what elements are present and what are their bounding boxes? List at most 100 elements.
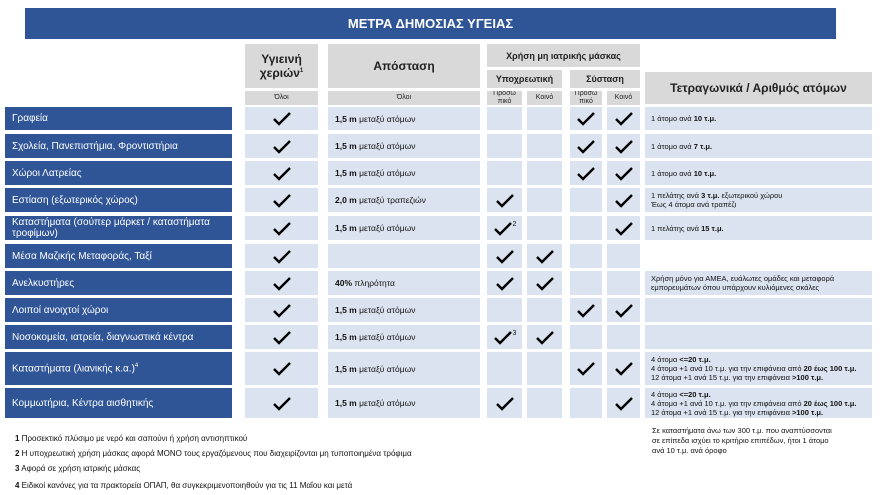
distance-value: 1,5 m <box>335 332 357 342</box>
area-cell: 1 πελάτης ανά 3 τ.μ. εξωτερικού χώρου Έως… <box>645 188 872 212</box>
header-cell: Σύσταση <box>570 70 640 88</box>
footnote-number: 1 <box>15 434 20 443</box>
area-line: 4 άτομα <=20 τ.μ. <box>651 355 856 364</box>
subheader-cell: Κοινό <box>527 91 562 105</box>
footnote-text: Ειδικοί κανόνες για τα πρακτορεία ΟΠΑΠ, … <box>19 481 353 490</box>
check-cell <box>245 188 318 212</box>
check-cell <box>527 325 562 349</box>
check-mark <box>272 276 291 291</box>
subheader-cell: Όλοι <box>245 91 318 105</box>
area-text: >100 τ.μ. <box>792 407 824 417</box>
area-line: 4 άτομα +1 ανά 10 τ.μ. για την επιφάνεια… <box>651 399 856 408</box>
check-cell <box>487 134 522 158</box>
row-label-text: Καταστήματα <box>12 217 71 228</box>
subheader-cell: Προσω πικό <box>570 91 602 105</box>
area-line: 4 άτομα +1 ανά 10 τ.μ. για την επιφάνεια… <box>651 364 856 373</box>
superscript: 1 <box>299 68 304 74</box>
subheader-text: Προσω πικό <box>493 91 516 105</box>
row-label: Καταστήματα (σούπερ μάρκετ / καταστήματα… <box>5 216 232 240</box>
check-cell <box>527 244 562 268</box>
check-cell <box>527 216 562 240</box>
subheader-text: Κοινό <box>535 94 554 101</box>
distance-cell: 1,5 m μεταξύ ατόμων <box>328 134 480 158</box>
area-text: 1 άτομο ανά <box>651 114 694 123</box>
header-cell: Τετραγωνικά / Αριθμός ατόμων <box>645 72 872 104</box>
check-mark <box>272 303 291 318</box>
header-text: Σύσταση <box>586 74 624 84</box>
distance-value: 1,5 m <box>335 305 357 315</box>
subheader-text: Κοινό <box>614 94 633 101</box>
distance-cell: 1,5 m μεταξύ ατόμων <box>328 388 480 418</box>
distance-text: μεταξύ ατόμων <box>356 398 416 408</box>
row-label-text: Ανελκυστήρες <box>12 277 75 289</box>
row-label: Χώροι Λατρείας <box>5 161 232 185</box>
check-mark <box>493 330 512 345</box>
footnote: 2 Η υποχρεωτική χρήση μάσκας αφορά ΜΟΝΟ … <box>15 449 615 460</box>
area-text: >100 τ.μ. <box>792 373 824 382</box>
area-text: 1 πελάτης ανά <box>651 191 702 200</box>
distance-text: μεταξύ τραπεζιών <box>356 195 426 205</box>
header-text: Υγιεινή χεριών <box>259 52 302 80</box>
subheader-text: Όλοι <box>396 94 412 101</box>
distance-value: 2,0 m <box>335 195 357 205</box>
header-cell: Απόσταση <box>328 44 480 88</box>
title: ΜΕΤΡΑ ΔΗΜΟΣΙΑΣ ΥΓΕΙΑΣ <box>25 8 836 39</box>
area-cell: 1 άτομο ανά 10 τ.μ. <box>645 107 872 130</box>
check-cell <box>607 107 640 130</box>
check-mark <box>272 193 291 208</box>
area-text: 15 τ.μ. <box>701 223 724 233</box>
footnote: 4 Ειδικοί κανόνες για τα πρακτορεία ΟΠΑΠ… <box>15 481 615 492</box>
area-text: εμπορευμάτων όπου υπάρχουν κυλιόμενες σκ… <box>651 283 820 292</box>
check-mark <box>614 112 633 126</box>
check-cell <box>527 188 562 212</box>
area-text: <=20 τ.μ. <box>679 389 711 399</box>
check-cell <box>527 161 562 185</box>
distance-cell: 40% πληρότητα <box>328 271 480 295</box>
distance-text: μεταξύ ατόμων <box>356 305 416 315</box>
side-note: σε επίπεδα ισχύει το κριτήριο επιπέδων, … <box>652 436 872 446</box>
area-text: 1 άτομο ανά <box>651 141 694 151</box>
row-label-note: (σούπερ μάρκετ / καταστήματα τροφίμων) <box>12 217 210 239</box>
row-label: Σχολεία, Πανεπιστήμια, Φροντιστήρια <box>5 134 232 158</box>
check-cell <box>487 271 522 295</box>
check-cell <box>527 107 562 130</box>
footnote-number: 2 <box>15 449 20 458</box>
footnote: 3 Αφορά σε χρήση ιατρικής μάσκας <box>15 464 615 475</box>
area-cell <box>645 325 872 349</box>
check-cell <box>570 188 602 212</box>
check-mark <box>577 166 595 181</box>
check-mark <box>272 362 291 376</box>
check-cell <box>570 107 602 130</box>
distance-text: μεταξύ ατόμων <box>356 168 416 178</box>
check-cell <box>570 388 602 418</box>
distance-cell: 2,0 m μεταξύ τραπεζιών <box>328 188 480 212</box>
check-mark <box>614 396 633 411</box>
side-note: ανά 10 τ.μ. ανά όροφο <box>652 446 872 456</box>
footnote-number: 3 <box>15 464 20 473</box>
header-text: Χρήση μη ιατρικής μάσκας <box>506 50 621 61</box>
area-text: 20 έως 100 τ.μ. <box>803 398 857 408</box>
distance-value: 40% <box>335 278 353 288</box>
check-cell <box>527 271 562 295</box>
check-cell <box>487 107 522 130</box>
check-mark <box>272 249 291 264</box>
area-text: Έως 4 άτομα ανά τραπέζι <box>651 200 737 209</box>
area-text: <=20 τ.μ. <box>679 355 711 364</box>
check-cell <box>245 244 318 268</box>
area-text: 10 τ.μ. <box>693 168 717 178</box>
check-cell <box>245 388 318 418</box>
footnote: 1 Προσεκτικό πλύσιμο με νερό και σαπούνι… <box>15 434 615 445</box>
area-cell: 1 άτομο ανά 10 τ.μ. <box>645 161 872 185</box>
check-mark <box>272 396 291 411</box>
area-cell: 4 άτομα <=20 τ.μ. 4 άτομα +1 ανά 10 τ.μ. … <box>645 352 872 385</box>
area-cell: Χρήση μόνο για ΑΜΕΑ, ευάλωτες ομάδες και… <box>645 271 872 295</box>
distance-value: 1,5 m <box>335 141 357 151</box>
header-text: Τετραγωνικά / Αριθμός ατόμων <box>670 81 847 95</box>
check-cell <box>245 352 318 385</box>
check-mark <box>495 396 514 411</box>
subheader-cell: Όλοι <box>328 91 480 105</box>
check-mark <box>493 221 512 236</box>
check-cell <box>245 107 318 130</box>
row-label: Λοιποί ανοιχτοί χώροι <box>5 298 232 322</box>
distance-text: μεταξύ ατόμων <box>356 113 416 124</box>
